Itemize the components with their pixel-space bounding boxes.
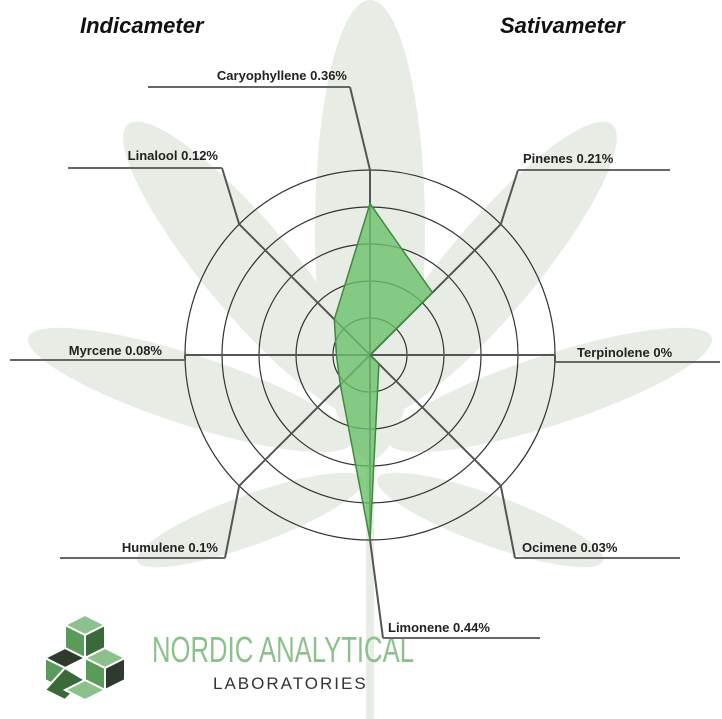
- category-name: Limonene: [388, 620, 449, 635]
- category-name: Ocimene: [522, 540, 577, 555]
- value-label: 0.21%: [576, 151, 613, 166]
- category-name: Humulene: [122, 540, 185, 555]
- leader-line: [369, 539, 384, 639]
- value-label: 0.08%: [125, 343, 162, 358]
- leader-line: [224, 485, 241, 559]
- axis-label: Terpinolene 0%: [577, 345, 673, 360]
- right-title: Sativameter: [500, 13, 626, 38]
- axis-label: Myrcene 0.08%: [69, 343, 163, 358]
- axis-label: Humulene 0.1%: [122, 540, 219, 555]
- logo-name: NORDIC ANALYTICAL: [152, 629, 414, 670]
- category-name: Caryophyllene: [217, 68, 307, 83]
- category-name: Terpinolene: [577, 345, 650, 360]
- radar-area: [333, 201, 434, 541]
- value-label: 0.12%: [181, 148, 218, 163]
- value-label: 0%: [653, 345, 672, 360]
- category-name: Myrcene: [69, 343, 122, 358]
- axis-label: Caryophyllene 0.36%: [217, 68, 348, 83]
- logo-subtitle: LABORATORIES: [213, 674, 368, 693]
- value-label: 0.03%: [581, 540, 618, 555]
- value-label: 0.36%: [310, 68, 347, 83]
- value-label: 0.1%: [188, 540, 218, 555]
- logo-icon: [42, 613, 128, 702]
- axis-label: Pinenes 0.21%: [523, 151, 614, 166]
- leader-line: [221, 167, 241, 225]
- leader-line: [349, 86, 371, 171]
- axis-label: Linalool 0.12%: [128, 148, 219, 163]
- leader-line: [499, 169, 519, 225]
- category-name: Pinenes: [523, 151, 573, 166]
- value-label: 0.44%: [453, 620, 490, 635]
- leader-line: [499, 485, 516, 559]
- axis-label: Ocimene 0.03%: [522, 540, 618, 555]
- category-name: Linalool: [128, 148, 178, 163]
- axis-line: [369, 354, 502, 487]
- axis-label: Limonene 0.44%: [388, 620, 490, 635]
- left-title: Indicameter: [80, 13, 205, 38]
